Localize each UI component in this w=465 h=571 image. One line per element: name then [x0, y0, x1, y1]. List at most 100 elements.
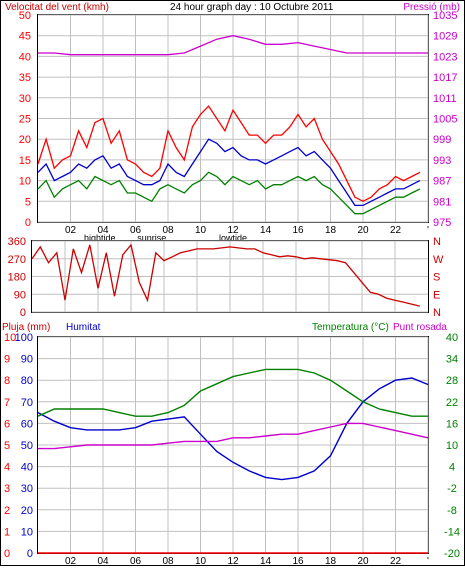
- temp-x-tick: 08: [162, 556, 174, 566]
- humidity-y-tick: 50: [21, 440, 33, 452]
- temp-x-tick: 16: [292, 556, 304, 566]
- humidity-y-tick: 100: [15, 332, 33, 344]
- wind-x-tick: 12: [227, 225, 239, 236]
- direction-y-tick: 90: [14, 289, 26, 301]
- temp-x-tick: 20: [357, 556, 369, 566]
- pressure-y-tick: 1035: [433, 10, 457, 22]
- wind-y-tick: 0: [25, 217, 31, 229]
- pressure-y-tick: 1011: [433, 93, 457, 105]
- direction-y-tick: 0: [20, 307, 26, 319]
- wind-x-tick: 02: [65, 225, 77, 236]
- temperature-y-tick: 22: [446, 397, 458, 409]
- humidity-axis-title: Humitat: [66, 322, 101, 333]
- wind-series-gust: [37, 105, 421, 203]
- temperature-y-tick: 28: [446, 375, 458, 387]
- wind-x-tick: 20: [357, 225, 369, 236]
- pressure-y-tick: 1029: [433, 31, 457, 43]
- pressure-y-tick: 1017: [433, 72, 457, 84]
- wind-series-mid: [37, 138, 421, 207]
- temp-x-tick: 18: [325, 556, 337, 566]
- event-label: sunrise: [137, 233, 166, 243]
- wind-x-tick: 18: [325, 225, 337, 236]
- compass-y-tick: N: [433, 307, 441, 319]
- wind-x-axis: 02 04 06 08 10 12 14 16 18 20 22 ' hightide sunrise lo…: [65, 225, 429, 243]
- wind-x-tick: 04: [97, 225, 109, 236]
- temp-x-tick: 02: [65, 556, 77, 566]
- temperature-y-tick: 16: [446, 418, 458, 430]
- temperature-y-tick: 10: [446, 440, 458, 452]
- wind-series-avg: [37, 171, 421, 215]
- wind-x-tick: 14: [260, 225, 272, 236]
- wind-y-axis: 0 5 10 15 20 25 30 35 40 45 50: [19, 10, 31, 229]
- wind-series-pressure: [38, 35, 428, 56]
- temp-x-tick: ': [427, 556, 429, 566]
- wind-y-tick: 15: [19, 155, 31, 167]
- wind-x-tick: 22: [390, 225, 402, 236]
- humidity-y-tick: 20: [21, 505, 33, 517]
- humidity-y-tick: 30: [21, 483, 33, 495]
- pressure-y-tick: 999: [433, 134, 451, 146]
- humidity-y-tick: 80: [21, 375, 33, 387]
- graph-title: 24 hour graph day : 10 Octubre 2011: [170, 2, 334, 13]
- humidity-y-tick: 60: [21, 418, 33, 430]
- humidity-y-tick: 90: [21, 354, 33, 366]
- pressure-axis-title: Pressió (mb): [403, 2, 460, 13]
- wind-x-tick: 08: [162, 225, 174, 236]
- wind-y-tick: 20: [19, 134, 31, 146]
- compass-y-tick: N: [433, 236, 441, 248]
- direction-series: [31, 243, 420, 307]
- wind-x-tick: 16: [292, 225, 304, 236]
- temperature-y-tick: -8: [447, 505, 457, 517]
- humidity-y-tick: 10: [21, 526, 33, 538]
- pressure-y-axis: 975 981 987 993 999 1005 1011 1017 1023 1029 1035: [433, 10, 457, 229]
- rain-y-tick: 4: [4, 462, 10, 474]
- rain-y-tick: 3: [4, 483, 10, 495]
- temp-x-tick: 22: [390, 556, 402, 566]
- temperature-y-tick: 40: [446, 332, 458, 344]
- pressure-y-tick: 993: [433, 155, 451, 167]
- compass-y-tick: E: [433, 289, 440, 301]
- rain-y-tick: 7: [4, 397, 10, 409]
- rain-y-tick: 2: [4, 505, 10, 517]
- temp-x-tick: 12: [227, 556, 239, 566]
- wind-y-tick: 50: [19, 10, 31, 22]
- rain-y-tick: 1: [4, 526, 10, 538]
- humidity-y-tick: 40: [21, 462, 33, 474]
- temperature-axis-title: Temperatura (°C): [312, 322, 389, 333]
- temp-x-tick: 14: [260, 556, 272, 566]
- rain-y-tick: 10: [4, 332, 16, 344]
- wind-y-tick: 30: [19, 93, 31, 105]
- direction-chart-grid: [32, 240, 428, 313]
- temp-series-temperature: [37, 368, 428, 417]
- temp-x-tick: 04: [97, 556, 109, 566]
- direction-y-tick: 360: [8, 236, 26, 248]
- temp-series-dewpoint: [38, 422, 429, 450]
- wind-x-tick: 06: [130, 225, 142, 236]
- rain-y-tick: 9: [4, 354, 10, 366]
- pressure-y-tick: 975: [433, 217, 451, 229]
- event-label: lowtide: [219, 233, 247, 243]
- direction-y-tick: 270: [8, 254, 26, 266]
- wind-axis-title: Velocitat del vent (kmh): [5, 2, 109, 13]
- rain-y-tick: 0: [4, 548, 10, 560]
- pressure-y-tick: 1023: [433, 51, 457, 63]
- rain-y-tick: 5: [4, 440, 10, 452]
- wind-y-tick: 5: [25, 196, 31, 208]
- wind-y-tick: 40: [19, 51, 31, 63]
- pressure-y-tick: 981: [433, 196, 451, 208]
- pressure-y-tick: 1005: [433, 114, 457, 126]
- wind-series: [37, 35, 428, 215]
- temperature-y-tick: 34: [446, 354, 458, 366]
- compass-y-tick: W: [433, 254, 444, 266]
- humidity-y-tick: 0: [27, 548, 33, 560]
- rain-y-tick: 8: [4, 375, 10, 387]
- wind-y-tick: 10: [19, 176, 31, 188]
- temperature-y-axis: -20 -14 -8 -2 4 10 16 22 28 34 40: [444, 332, 460, 560]
- wind-x-tick: 10: [195, 225, 207, 236]
- wind-x-tick: ': [427, 225, 429, 236]
- compass-y-tick: S: [433, 272, 440, 284]
- wind-y-tick: 45: [19, 31, 31, 43]
